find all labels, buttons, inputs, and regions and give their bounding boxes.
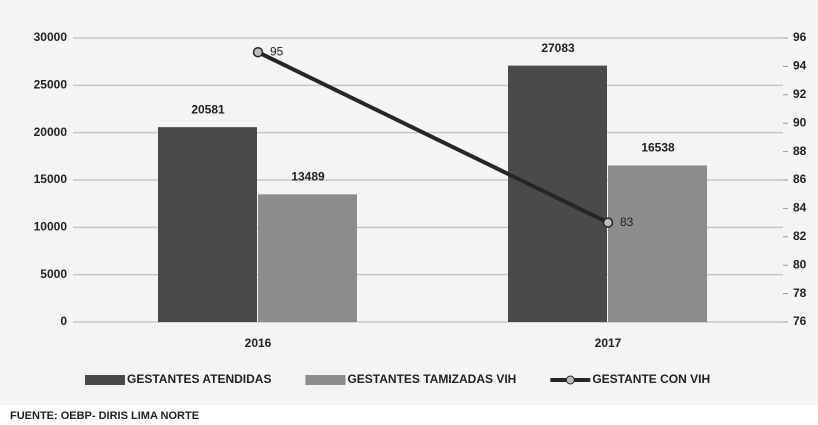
bar bbox=[258, 194, 357, 322]
legend-label: GESTANTES TAMIZADAS VIH bbox=[347, 372, 516, 386]
legend-label: GESTANTE CON VIH bbox=[592, 372, 710, 386]
bar-value-label: 27083 bbox=[541, 41, 575, 55]
bar-value-label: 20581 bbox=[191, 102, 225, 116]
line bbox=[257, 50, 609, 225]
y2-tick-label: 94 bbox=[793, 59, 807, 73]
legend-label: GESTANTES ATENDIDAS bbox=[127, 372, 271, 386]
line-marker bbox=[602, 217, 614, 228]
bar bbox=[158, 127, 257, 322]
legend-swatch bbox=[85, 375, 125, 385]
y-tick-label: 0 bbox=[60, 314, 67, 328]
y-tick-label: 5000 bbox=[40, 267, 67, 281]
bar-value-label: 13489 bbox=[291, 169, 325, 183]
y-tick-label: 25000 bbox=[34, 78, 68, 92]
legend-swatch bbox=[565, 375, 575, 385]
bar bbox=[608, 165, 707, 322]
y2-tick-label: 84 bbox=[793, 201, 807, 215]
y2-tick-label: 82 bbox=[793, 229, 807, 243]
y-tick-label: 30000 bbox=[34, 30, 68, 44]
y2-tick-label: 76 bbox=[793, 314, 807, 328]
y2-tick-label: 88 bbox=[793, 144, 807, 158]
y2-tick-label: 96 bbox=[793, 30, 807, 44]
line-value-label: 83 bbox=[620, 215, 634, 229]
bar-value-label: 16538 bbox=[641, 141, 675, 155]
y2-tick-label: 78 bbox=[793, 286, 807, 300]
legend-swatch bbox=[305, 375, 346, 385]
y2-tick-label: 86 bbox=[793, 172, 807, 186]
x-tick-label: 2017 bbox=[595, 336, 622, 350]
y-tick-label: 20000 bbox=[34, 125, 68, 139]
y2-tick-label: 92 bbox=[793, 87, 807, 101]
y2-tick-label: 90 bbox=[793, 115, 807, 129]
y-tick-label: 15000 bbox=[34, 172, 68, 186]
line-marker bbox=[252, 46, 264, 58]
y2-tick-label: 80 bbox=[793, 257, 807, 271]
y-tick-label: 10000 bbox=[34, 220, 68, 234]
source-note: FUENTE: OEBP- DIRIS LIMA NORTE bbox=[10, 410, 199, 422]
bar bbox=[508, 65, 607, 323]
line-value-label: 95 bbox=[270, 44, 284, 58]
x-tick-label: 2016 bbox=[245, 336, 272, 350]
